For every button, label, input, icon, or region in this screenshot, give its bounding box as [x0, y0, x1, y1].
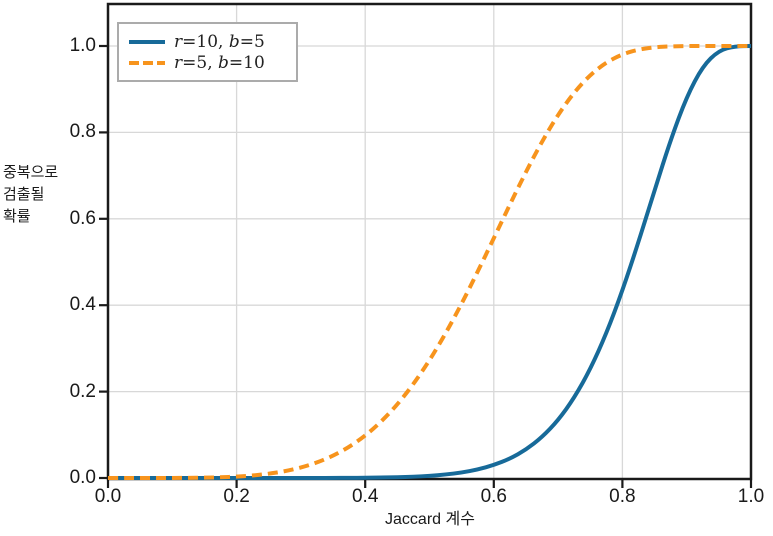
x-tick-label: 0.8 — [609, 486, 636, 507]
legend-solid-line-sample — [129, 39, 165, 44]
y-tick-label: 1.0 — [69, 35, 96, 56]
y-axis-label-line: 중복으로 — [3, 164, 59, 181]
y-tick-label: 0.6 — [69, 207, 96, 229]
x-axis-label: Jaccard 계수 — [385, 511, 475, 528]
legend-item: r=5, b=10 — [129, 52, 286, 73]
y-axis-label-line: 검출될 — [3, 186, 45, 203]
x-tick-label: 0.2 — [223, 486, 250, 507]
legend: r=10, b=5 r=5, b=10 — [117, 22, 298, 82]
x-tick-label: 0.0 — [94, 486, 122, 507]
x-tick-label: 1.0 — [737, 486, 765, 507]
y-tick-label: 0.2 — [69, 380, 96, 402]
y-axis-label-line: 확률 — [3, 208, 31, 225]
legend-item-label: r=5, b=10 — [174, 52, 265, 73]
series-line-r-5-b-10 — [108, 44, 751, 480]
legend-dashed-line-sample — [129, 60, 165, 65]
legend-item: r=10, b=5 — [129, 31, 286, 52]
y-axis-label: 중복으로 검출될 확률 — [3, 162, 58, 228]
x-tick-label: 0.4 — [351, 486, 379, 507]
series-line-r-10-b-5 — [108, 44, 752, 480]
legend-item-label: r=10, b=5 — [174, 31, 265, 52]
plot-spines — [106, 2, 753, 481]
x-tick-label: 0.6 — [480, 486, 507, 507]
y-tick-label: 0.0 — [69, 467, 96, 488]
y-tick-label: 0.8 — [69, 121, 96, 143]
y-tick-label: 0.4 — [69, 294, 96, 316]
